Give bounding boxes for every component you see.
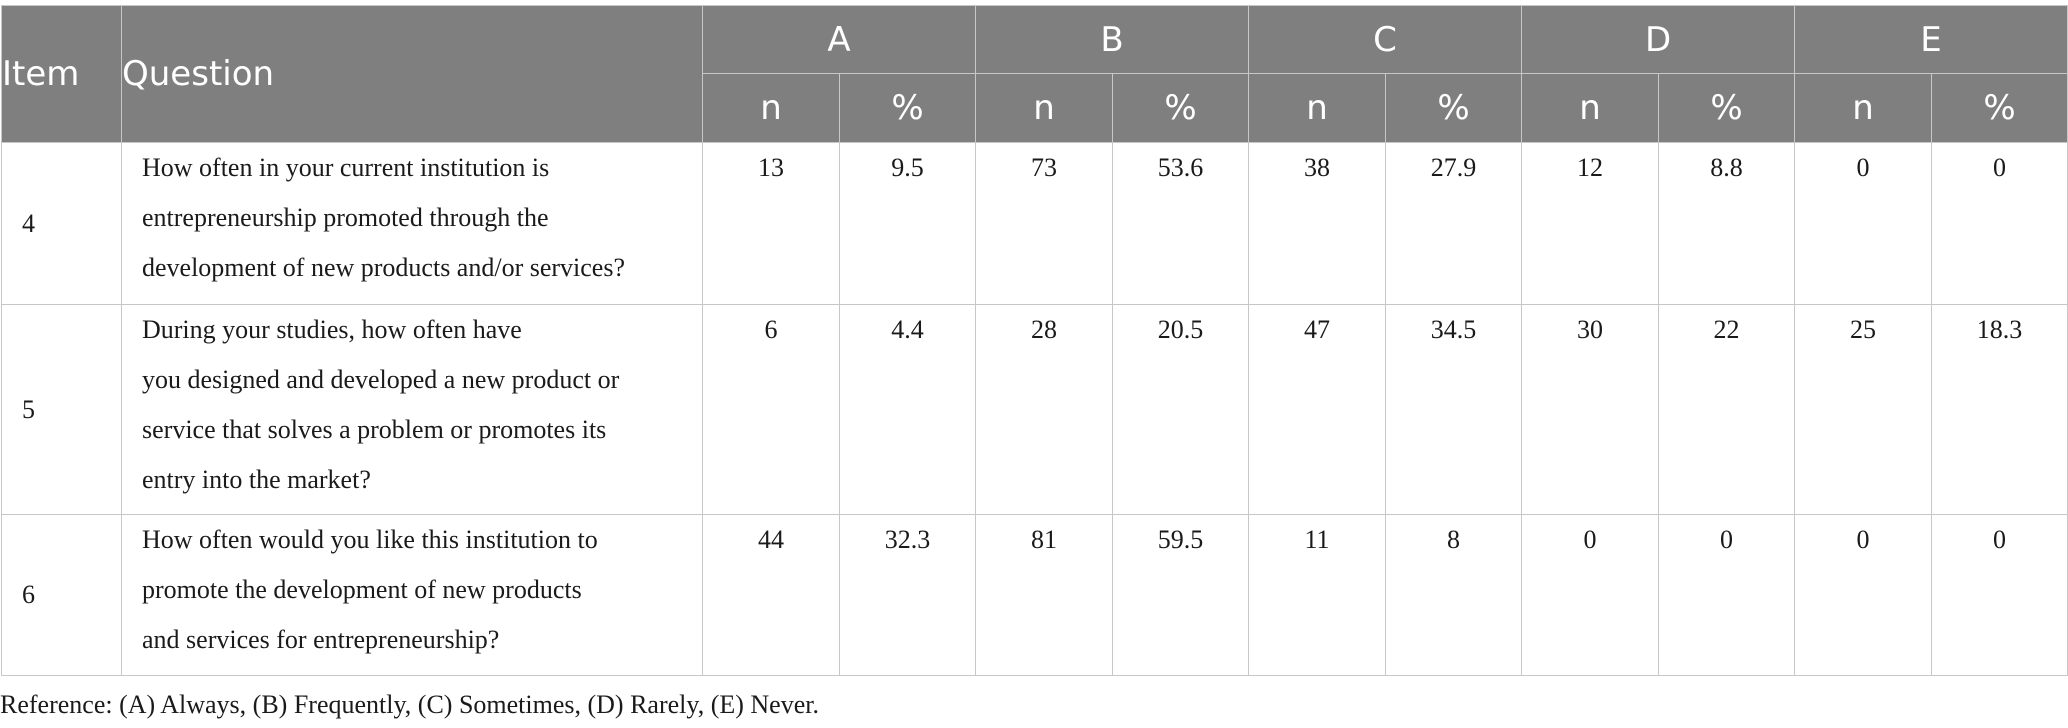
row-item: 6 xyxy=(1,514,122,676)
header-e-pct: % xyxy=(1931,73,2068,143)
header-question: Question xyxy=(121,5,703,143)
cell-a-pct: 4.4 xyxy=(838,304,977,515)
question-line: entrepreneurship promoted through the xyxy=(142,203,549,232)
cell-e-pct: 0 xyxy=(1931,142,2068,305)
cell-e-n: 25 xyxy=(1794,304,1933,515)
cell-e-n: 0 xyxy=(1794,142,1933,305)
cell-d-n: 0 xyxy=(1521,514,1660,676)
question-line: service that solves a problem or promote… xyxy=(142,415,607,444)
header-group-e: E xyxy=(1794,5,2068,74)
table-row: 4 How often in your current institution … xyxy=(1,142,2068,305)
reference-note: Reference: (A) Always, (B) Frequently, (… xyxy=(0,690,819,719)
cell-c-pct: 27.9 xyxy=(1385,142,1523,305)
cell-b-n: 81 xyxy=(975,514,1114,676)
cell-b-n: 73 xyxy=(975,142,1114,305)
cell-e-pct: 0 xyxy=(1931,514,2068,676)
header-c-pct: % xyxy=(1385,73,1523,143)
row-item: 5 xyxy=(1,304,122,515)
cell-b-n: 28 xyxy=(975,304,1114,515)
header-d-n: n xyxy=(1521,73,1660,143)
question-line: you designed and developed a new product… xyxy=(142,365,620,394)
header-d-pct: % xyxy=(1658,73,1796,143)
question-line: entry into the market? xyxy=(142,465,371,494)
cell-a-pct: 32.3 xyxy=(838,514,977,676)
question-line: development of new products and/or servi… xyxy=(142,253,626,282)
cell-b-pct: 53.6 xyxy=(1112,142,1250,305)
question-line: promote the development of new products xyxy=(142,575,582,604)
cell-c-n: 11 xyxy=(1248,514,1387,676)
header-b-n: n xyxy=(975,73,1114,143)
cell-e-pct: 18.3 xyxy=(1931,304,2068,515)
header-b-pct: % xyxy=(1112,73,1250,143)
table-row: 6 How often would you like this institut… xyxy=(1,514,2068,676)
header-a-pct: % xyxy=(838,73,977,143)
cell-d-pct: 0 xyxy=(1658,514,1796,676)
table-body: 4 How often in your current institution … xyxy=(1,142,2068,676)
row-item: 4 xyxy=(1,142,122,305)
cell-e-n: 0 xyxy=(1794,514,1933,676)
header-e-n: n xyxy=(1794,73,1933,143)
question-line: How often would you like this institutio… xyxy=(142,525,598,554)
cell-c-pct: 8 xyxy=(1385,514,1523,676)
cell-d-pct: 22 xyxy=(1658,304,1796,515)
table-header: Item Question A B C D E n % n % n % n % … xyxy=(1,5,2068,143)
cell-a-pct: 9.5 xyxy=(838,142,977,305)
header-group-c: C xyxy=(1248,5,1523,74)
cell-d-n: 30 xyxy=(1521,304,1660,515)
cell-d-n: 12 xyxy=(1521,142,1660,305)
row-question: During your studies, how often have you … xyxy=(121,304,703,515)
survey-table: Item Question A B C D E n % n % n % n % … xyxy=(1,5,2068,676)
header-c-n: n xyxy=(1248,73,1387,143)
cell-c-n: 38 xyxy=(1248,142,1387,305)
cell-c-n: 47 xyxy=(1248,304,1387,515)
cell-a-n: 13 xyxy=(702,142,840,305)
header-item: Item xyxy=(1,5,122,143)
question-line: How often in your current institution is xyxy=(142,153,550,182)
cell-c-pct: 34.5 xyxy=(1385,304,1523,515)
cell-a-n: 6 xyxy=(702,304,840,515)
cell-a-n: 44 xyxy=(702,514,840,676)
cell-d-pct: 8.8 xyxy=(1658,142,1796,305)
question-line: During your studies, how often have xyxy=(142,315,522,344)
header-group-b: B xyxy=(975,5,1250,74)
header-group-a: A xyxy=(701,5,977,74)
cell-b-pct: 59.5 xyxy=(1112,514,1250,676)
table-row: 5 During your studies, how often have yo… xyxy=(1,304,2068,515)
header-group-d: D xyxy=(1521,5,1796,74)
row-question: How often in your current institution is… xyxy=(121,142,703,305)
cell-b-pct: 20.5 xyxy=(1112,304,1250,515)
row-question: How often would you like this institutio… xyxy=(121,514,703,676)
header-a-n: n xyxy=(702,73,840,143)
question-line: and services for entrepreneurship? xyxy=(142,625,500,654)
